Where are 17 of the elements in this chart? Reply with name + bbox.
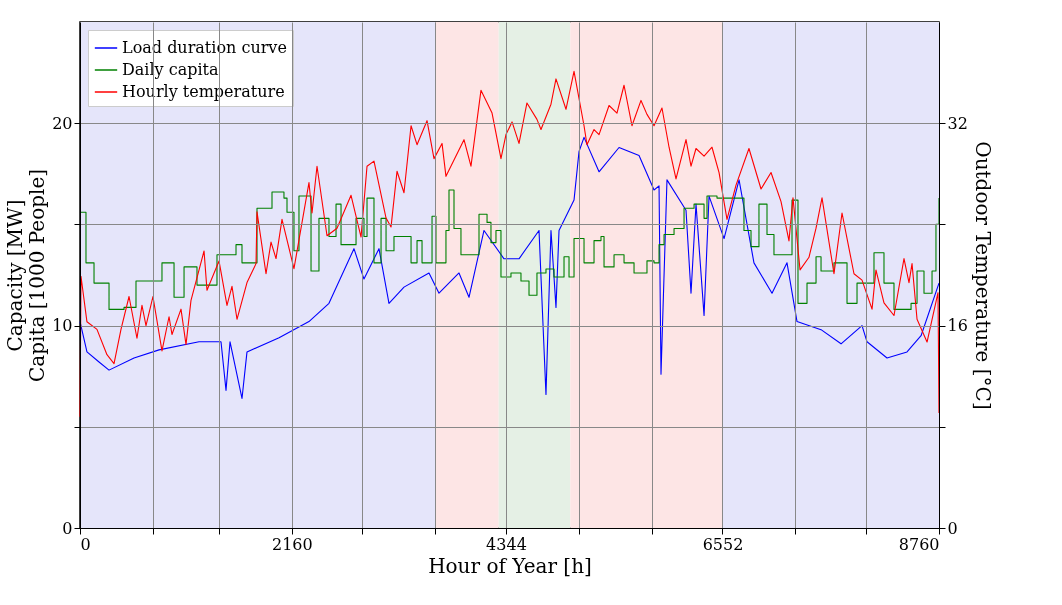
- x-tick-label: 6552: [702, 534, 744, 554]
- x-axis-title: Hour of Year [h]: [428, 553, 592, 578]
- y-tick-label: 20: [52, 113, 73, 133]
- y2-axis-title: Outdoor Temperature [°C]: [970, 141, 995, 410]
- y-tick-label: 0: [62, 518, 73, 538]
- y2-tick-label: 16: [947, 316, 968, 336]
- y-axis-title: Capacity [MW] Capita [1000 People]: [3, 168, 50, 383]
- x-tick-label: 4344: [486, 534, 527, 554]
- x-tick-label: 2160: [271, 534, 313, 554]
- x-tick-label: 8760: [898, 534, 940, 554]
- y2-tick-label: 32: [947, 113, 968, 133]
- y2-tick-label: 0: [947, 518, 958, 538]
- legend-label: Hourly temperature: [122, 82, 285, 101]
- line-series: [79, 136, 940, 400]
- y-tick-label: 10: [52, 316, 73, 336]
- legend-label: Daily capita: [122, 60, 220, 79]
- x-tick-label: 0: [80, 534, 91, 554]
